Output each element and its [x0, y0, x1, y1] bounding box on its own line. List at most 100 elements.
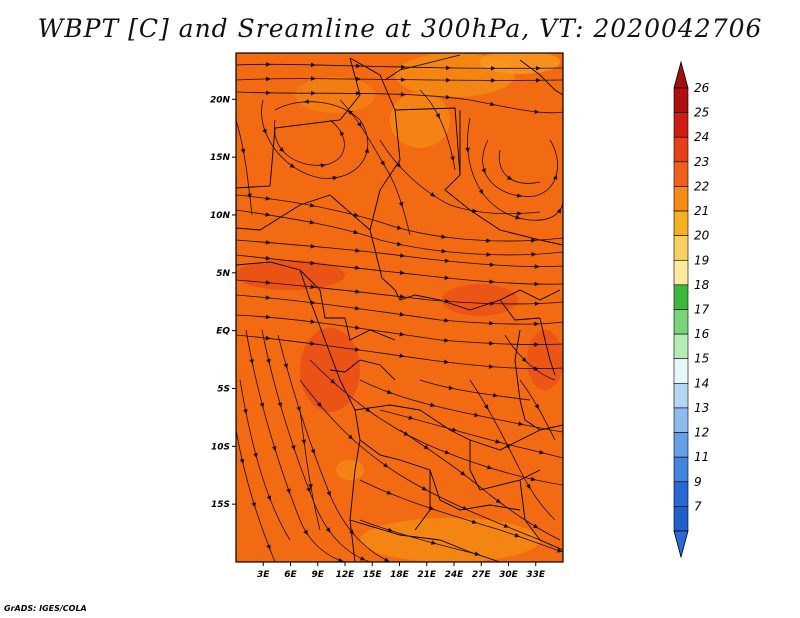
streamline-arrow — [277, 402, 283, 408]
streamline-arrow — [465, 147, 470, 153]
streamline-arrow — [517, 211, 523, 216]
streamline-arrow — [265, 196, 271, 201]
longitude-axis: 3E 6E 9E 12E 15E 18E 21E 24E 27E 30E 33E — [257, 562, 546, 580]
map-panel — [236, 53, 563, 562]
streamline-arrow — [534, 264, 540, 269]
streamline-arrow — [356, 121, 362, 128]
streamline-arrow — [487, 464, 493, 470]
streamline-arrow — [399, 353, 405, 358]
streamline-arrow — [386, 490, 392, 495]
streamline-arrow — [347, 110, 353, 116]
lon-tick-label: 18E — [390, 570, 410, 580]
wbpt-patch-east — [442, 284, 518, 316]
streamline-arrow — [303, 99, 309, 104]
streamline-arrow — [489, 279, 495, 284]
streamline-arrow — [518, 421, 524, 426]
streamline-arrow — [445, 65, 451, 71]
streamline-arrow — [421, 486, 428, 491]
streamline-arrow — [306, 487, 311, 493]
streamline-arrow — [444, 298, 450, 304]
streamline-arrow — [530, 476, 537, 482]
streamline-arrow — [430, 540, 437, 545]
streamline-arrow — [332, 175, 338, 181]
streamline-arrow — [247, 193, 252, 199]
lon-tick-label: 27E — [472, 570, 492, 580]
streamline-arrow — [430, 192, 436, 197]
streamline-arrow — [316, 402, 322, 408]
streamline-arrow — [291, 445, 296, 451]
latitude-axis: 20N 15N 10N 5N EQ 5S 10S 15S — [210, 95, 236, 510]
streamline-arrow — [474, 551, 480, 556]
streamline-arrow — [310, 300, 316, 305]
lon-tick-label: 6E — [284, 570, 297, 580]
streamline-arrow — [398, 201, 404, 208]
colorbar-level-label: 9 — [694, 475, 702, 489]
streamline-arrow — [534, 321, 540, 327]
streamline-arrow — [308, 483, 313, 490]
streamline-arrow — [443, 359, 450, 365]
colorbar-level-label: 14 — [694, 376, 709, 390]
streamline-arrow — [506, 175, 513, 180]
colorbar-swatch — [673, 136, 689, 163]
streamline-arrow — [450, 156, 455, 162]
colorbar-swatch — [673, 161, 689, 187]
streamline-arrow — [396, 225, 403, 230]
streamline-arrow — [503, 523, 510, 528]
streamline-arrow — [265, 314, 271, 320]
streamline-arrow — [534, 109, 540, 115]
streamline-arrow — [535, 77, 541, 83]
lon-tick-label: 24E — [445, 570, 465, 580]
streamline-arrow — [521, 357, 527, 363]
colorbar-level-label: 23 — [694, 155, 709, 169]
streamline-arrow — [488, 364, 494, 369]
streamline-arrow — [265, 255, 271, 261]
streamline-arrow — [265, 240, 271, 245]
streamline-arrow — [430, 402, 436, 408]
colorbar-swatch — [673, 358, 689, 384]
lon-tick-label: 15E — [363, 570, 383, 580]
lon-tick-label: 21E — [417, 570, 437, 580]
streamline-arrow — [384, 557, 390, 562]
streamline-arrow — [355, 289, 361, 294]
streamline-arrow — [495, 439, 501, 444]
streamline-arrow — [526, 483, 531, 490]
colorbar-level-label: 17 — [694, 303, 710, 317]
lat-tick-label: 15N — [210, 153, 231, 163]
streamline-arrow — [286, 488, 291, 494]
streamline-arrow — [493, 392, 499, 398]
streamline-arrow — [552, 174, 558, 180]
streamline-arrow — [486, 238, 492, 243]
lon-tick-label: 30E — [499, 570, 519, 580]
streamline-arrow — [349, 529, 355, 535]
wbpt-patch-sahel — [390, 92, 450, 148]
streamline-arrow — [538, 449, 545, 455]
grads-credit: GrADS: IGES/COLA — [4, 604, 87, 613]
streamline-arrow — [364, 147, 370, 153]
streamline-arrow — [435, 113, 440, 119]
streamline-arrow — [400, 77, 406, 82]
streamline-arrow — [354, 347, 361, 352]
streamline-arrow — [451, 427, 458, 432]
streamline-arrow — [490, 78, 496, 83]
streamline-arrow — [243, 409, 248, 415]
streamline-arrow — [283, 363, 288, 369]
streamline-arrow — [320, 163, 326, 168]
colorbar-level-label: 15 — [694, 352, 709, 366]
streamline-arrow — [259, 402, 265, 409]
streamline-arrow — [265, 62, 271, 67]
streamline-arrow — [310, 90, 316, 96]
streamline-arrow — [471, 519, 478, 524]
streamline-arrow — [354, 325, 361, 330]
lon-tick-label: 3E — [257, 570, 270, 580]
colorbar-swatch — [673, 87, 689, 113]
colorbar-swatch — [673, 259, 689, 286]
streamline-arrow — [355, 265, 361, 271]
streamline-arrow — [309, 203, 316, 208]
streamline-arrow — [489, 301, 495, 306]
colorbar-level-label: 22 — [694, 179, 709, 193]
streamline-arrow — [353, 212, 360, 218]
streamline-arrow — [279, 147, 285, 153]
colorbar-swatch — [673, 333, 689, 360]
streamline-arrow — [310, 76, 316, 81]
colorbar-level-label: 11 — [694, 450, 709, 464]
